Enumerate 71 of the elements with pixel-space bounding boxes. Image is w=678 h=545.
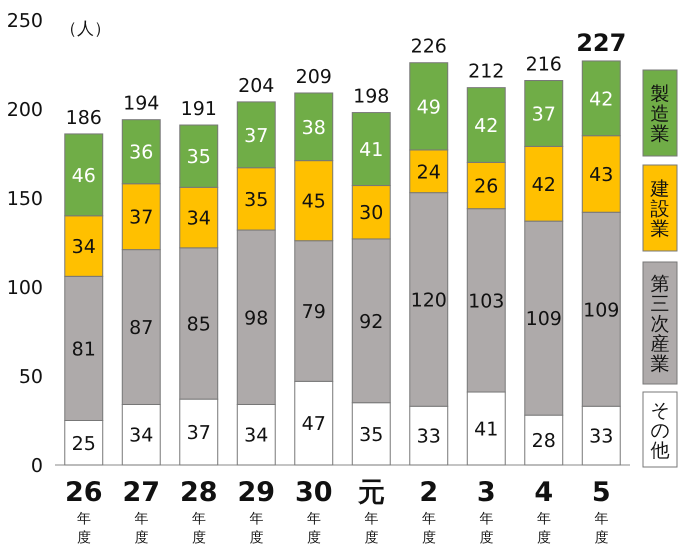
x-tick-label: 2年度	[419, 477, 438, 545]
x-tick-label: 3年度	[476, 477, 496, 545]
series-label: 第三次産業	[650, 273, 670, 375]
data-label: 24	[416, 161, 441, 184]
data-label: 37	[532, 103, 556, 126]
data-label: 87	[129, 317, 154, 340]
data-label: 33	[589, 426, 614, 448]
total-label: 198	[353, 86, 390, 108]
x-tick-label: 5年度	[592, 477, 611, 545]
series-label: 建設業	[650, 178, 670, 240]
data-label: 34	[72, 236, 96, 258]
data-label: 35	[359, 424, 384, 446]
x-tick-label: 元年度	[356, 477, 385, 545]
y-tick-label: 0	[30, 455, 43, 477]
data-label: 28	[532, 430, 556, 452]
data-label: 35	[244, 188, 268, 211]
data-label: 36	[129, 142, 154, 164]
data-label: 25	[72, 432, 96, 455]
total-label: 186	[66, 106, 102, 129]
x-tick-label: 30年度	[294, 477, 333, 545]
total-label: 209	[296, 66, 332, 88]
x-tick-label: 29年度	[237, 477, 276, 545]
data-label: 45	[302, 190, 326, 213]
data-label: 85	[186, 313, 211, 336]
x-tick-label: 4年度	[534, 477, 554, 545]
data-label: 33	[416, 426, 441, 448]
data-label: 35	[186, 146, 211, 168]
total-label: 191	[180, 98, 217, 120]
total-label: 216	[526, 54, 562, 76]
data-label: 37	[129, 206, 154, 229]
y-tick-label: 250	[6, 10, 43, 32]
series-label: 製造業	[650, 83, 670, 145]
data-label: 47	[302, 413, 326, 436]
data-label: 41	[474, 418, 498, 441]
data-label: 49	[416, 96, 441, 118]
data-label: 42	[474, 115, 498, 138]
data-label: 109	[526, 308, 562, 330]
data-label: 46	[72, 164, 96, 187]
data-label: 92	[359, 310, 384, 333]
total-label: 227	[576, 28, 626, 57]
total-label: 204	[238, 74, 274, 97]
x-tick-label: 27年度	[122, 477, 160, 545]
data-label: 34	[129, 424, 154, 447]
data-label: 79	[302, 301, 326, 324]
data-label: 37	[244, 124, 268, 147]
data-label: 42	[532, 174, 556, 196]
data-label: 42	[589, 88, 614, 110]
data-label: 38	[302, 116, 326, 139]
x-tick-label: 26年度	[64, 477, 103, 545]
y-tick-label: 200	[6, 99, 43, 121]
data-label: 109	[583, 299, 620, 322]
y-tick-label: 50	[18, 366, 43, 388]
data-label: 81	[72, 338, 96, 360]
x-tick-label: 28年度	[180, 477, 218, 545]
y-tick-label: 100	[6, 277, 43, 299]
data-label: 120	[410, 289, 447, 312]
data-label: 98	[244, 307, 268, 330]
data-label: 43	[589, 164, 614, 186]
data-label: 37	[186, 422, 211, 444]
total-label: 194	[123, 92, 160, 115]
y-tick-label: 150	[6, 188, 43, 210]
series-label: その他	[650, 400, 670, 462]
data-label: 34	[186, 208, 211, 230]
data-label: 41	[359, 139, 384, 162]
data-label: 34	[244, 424, 268, 447]
data-label: 30	[359, 202, 384, 224]
data-label: 103	[468, 290, 504, 312]
data-label: 26	[474, 176, 498, 198]
y-axis-title: （人）	[60, 19, 111, 39]
total-label: 226	[410, 36, 447, 58]
total-label: 212	[468, 60, 504, 83]
